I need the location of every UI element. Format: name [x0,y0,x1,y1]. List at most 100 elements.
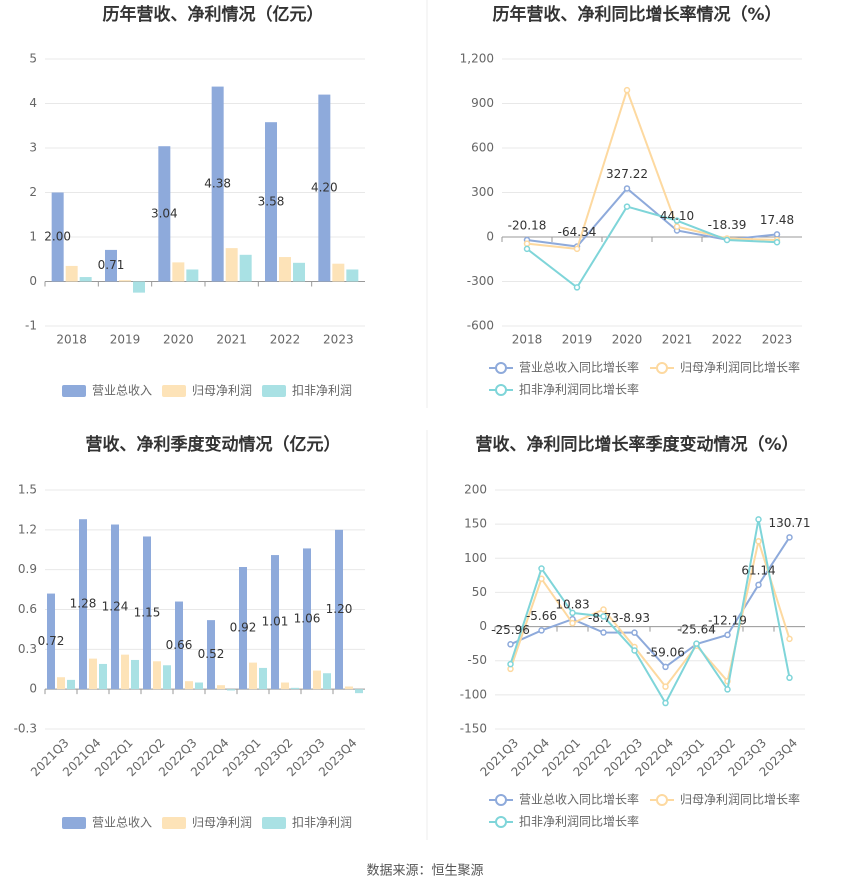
bar [265,122,277,282]
bar [335,529,343,690]
bar [119,280,131,282]
y-tick-label: 0 [29,274,37,288]
bar [172,262,185,282]
bar [99,663,107,690]
chart-title: 历年营收、净利情况（亿元） [103,4,324,25]
bar [355,689,363,694]
point [523,240,531,247]
bar [217,685,225,690]
legend-label: 营业总收入同比增长率 [519,792,639,807]
x-tick-label: 2020 [612,333,643,347]
y-tick-label: 600 [471,141,494,155]
point [623,86,631,94]
point [786,674,793,682]
bar [195,682,203,690]
y-tick-label: 2 [29,185,37,199]
point [573,284,581,291]
bar [239,567,247,690]
x-tick-label: 2022 [712,333,743,347]
bar [79,277,92,282]
y-tick-label: 100 [464,551,487,565]
y-tick-label: -1 [25,319,37,333]
bar [185,681,193,690]
value-label: -5.66 [526,609,557,623]
point [600,613,607,620]
point [569,619,576,627]
y-tick-label: -600 [467,319,494,333]
y-tick-label: 3 [29,141,37,155]
value-label: -64.34 [558,225,597,239]
point [724,631,731,639]
point [507,660,514,668]
bar [323,673,331,690]
y-tick-label: 0 [486,230,494,244]
bar [207,620,215,690]
x-tick-label: 2019 [562,333,593,347]
point [693,640,700,647]
bar [293,262,305,282]
point [631,629,638,636]
legend-swatch [162,385,186,397]
legend-label: 归母净利润同比增长率 [680,360,800,375]
bar [259,667,267,690]
y-tick-label: 0 [29,682,37,696]
point [724,686,731,693]
y-tick-label: 200 [464,483,487,497]
point [600,629,607,636]
line [526,205,778,289]
bar [281,682,289,690]
bar [211,86,224,282]
y-tick-label: 1.5 [18,483,37,497]
point [662,683,669,690]
legend-swatch [495,816,507,828]
point [786,534,793,541]
y-tick-label: 0.9 [18,562,37,576]
point [623,185,631,192]
legend-label: 营业总收入 [92,384,152,398]
point [600,606,607,613]
point [623,203,631,210]
bar [279,257,291,282]
value-label: 130.71 [769,516,811,530]
point [755,581,762,589]
line [509,537,791,689]
value-label: -20.18 [508,218,547,232]
legend-label: 扣非净利润同比增长率 [519,382,639,397]
value-label: -8.93 [619,611,650,625]
bar [313,670,321,690]
y-tick-label: 900 [471,96,494,110]
value-label: 0.92 [230,621,257,635]
legend-label: 归母净利润 [192,816,252,830]
value-label: 4.38 [204,177,231,191]
bar [143,536,151,690]
legend-swatch [62,817,86,829]
x-tick-label: 2021 [662,333,693,347]
value-label: 1.20 [326,602,353,616]
point [538,565,545,572]
legend-label: 扣非净利润 [292,816,352,830]
value-label: -8.73 [588,611,619,625]
value-label: 1.15 [134,605,161,619]
point [786,635,793,643]
point [755,516,762,523]
bar [57,677,65,690]
legend-label: 营业总收入 [92,816,152,830]
x-tick-label: 2023 [323,333,354,347]
value-label: 0.52 [198,647,225,661]
chart-title: 营收、净利同比增长率季度变动情况（%） [475,434,798,455]
legend-label: 归母净利润同比增长率 [680,792,800,807]
y-tick-label: 1 [29,230,37,244]
bar [121,654,129,690]
y-tick-label: -50 [467,653,487,667]
bar [47,593,55,690]
y-tick-label: 150 [464,517,487,531]
y-tick-label: -150 [460,722,487,736]
x-tick-label: 2018 [56,333,87,347]
bar [153,661,161,690]
legend-label: 扣非净利润同比增长率 [519,814,639,829]
legend-swatch [262,385,286,397]
point [773,238,781,246]
bar [158,146,171,282]
